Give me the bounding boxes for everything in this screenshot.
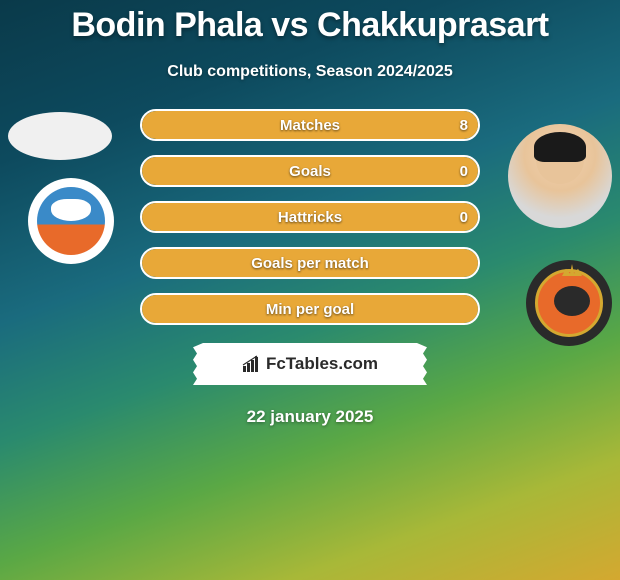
- right-club-logo: [526, 260, 612, 346]
- date-text: 22 january 2025: [0, 407, 620, 427]
- page-title: Bodin Phala vs Chakkuprasart: [0, 0, 620, 45]
- stat-label: Min per goal: [140, 293, 480, 325]
- subtitle: Club competitions, Season 2024/2025: [0, 63, 620, 81]
- brand-text: FcTables.com: [266, 354, 378, 374]
- brand-banner: FcTables.com: [203, 343, 417, 385]
- stat-label: Matches: [140, 109, 480, 141]
- stat-row: Min per goal: [140, 293, 480, 325]
- stat-row: 0Hattricks: [140, 201, 480, 233]
- left-player-avatar: [8, 112, 112, 160]
- stat-label: Hattricks: [140, 201, 480, 233]
- stat-row: 0Goals: [140, 155, 480, 187]
- right-player-avatar: [508, 124, 612, 228]
- left-club-logo: [28, 178, 114, 264]
- stat-label: Goals per match: [140, 247, 480, 279]
- bar-chart-icon: [242, 355, 260, 373]
- stat-label: Goals: [140, 155, 480, 187]
- stat-row: Goals per match: [140, 247, 480, 279]
- stat-row: 8Matches: [140, 109, 480, 141]
